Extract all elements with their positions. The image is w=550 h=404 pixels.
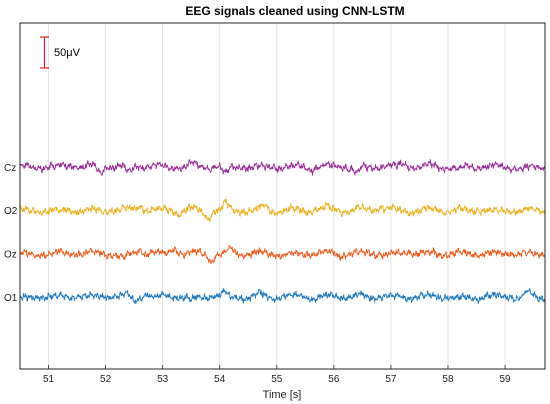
grid-lines [48, 23, 506, 369]
traces [19, 159, 546, 305]
channel-label-oz: Oz [4, 250, 17, 261]
x-ticks: 51 52 53 54 55 56 57 58 59 [43, 365, 511, 385]
chart-title: EEG signals cleaned using CNN-LSTM [185, 4, 404, 18]
x-axis-label: Time [s] [263, 389, 302, 401]
plot-frame [19, 22, 546, 370]
x-tick-label: 53 [157, 374, 169, 385]
x-tick-label: 59 [499, 374, 511, 385]
scale-bar: 50μV [40, 36, 81, 69]
channel-label-o2: O2 [4, 206, 18, 217]
trace-oz [19, 244, 546, 264]
x-tick-label: 51 [43, 374, 55, 385]
trace-o2 [19, 198, 546, 223]
channel-labels: Cz O2 Oz O1 [4, 163, 18, 304]
x-tick-label: 55 [271, 374, 283, 385]
x-tick-label: 57 [385, 374, 397, 385]
x-tick-label: 56 [328, 374, 340, 385]
scale-bar-label: 50μV [54, 47, 81, 59]
trace-cz [19, 159, 546, 176]
x-tick-label: 58 [442, 374, 454, 385]
channel-label-o1: O1 [4, 293, 18, 304]
x-tick-label: 54 [214, 374, 226, 385]
channel-label-cz: Cz [4, 163, 16, 174]
trace-o1 [19, 287, 546, 305]
x-tick-label: 52 [100, 374, 112, 385]
